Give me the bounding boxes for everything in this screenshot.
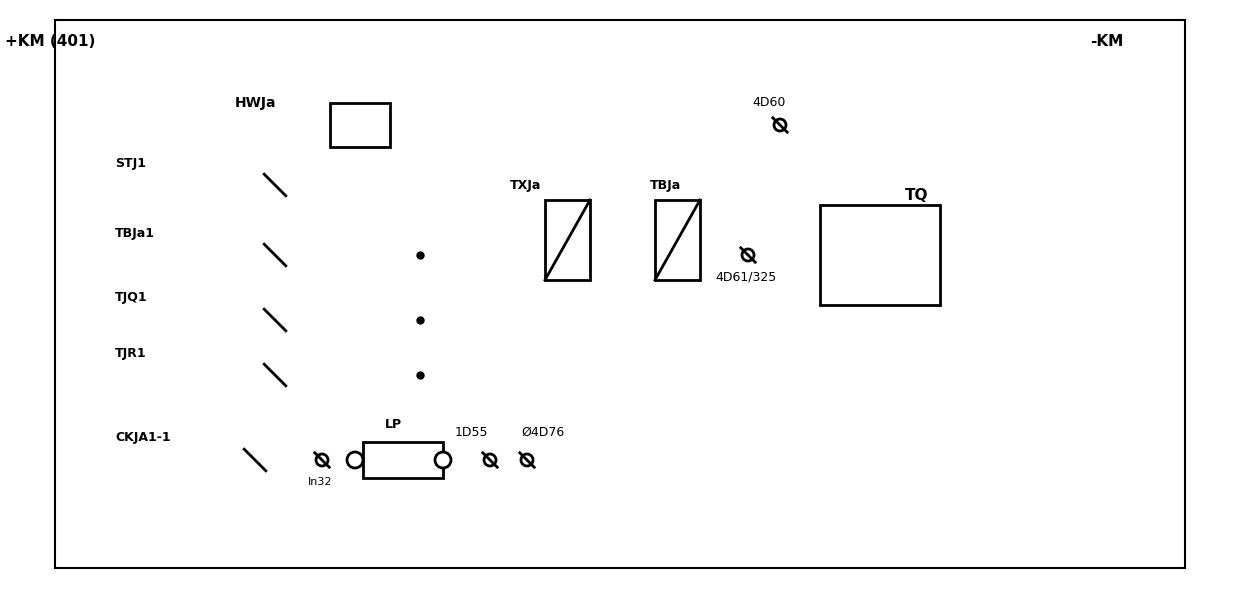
Text: LP: LP bbox=[384, 418, 402, 432]
Bar bbox=[363, 442, 443, 478]
Circle shape bbox=[347, 452, 363, 468]
Text: TBJa: TBJa bbox=[650, 178, 681, 191]
Bar bbox=[820, 205, 940, 305]
Text: TJR1: TJR1 bbox=[115, 346, 146, 359]
Circle shape bbox=[521, 454, 533, 466]
Text: TJQ1: TJQ1 bbox=[115, 291, 148, 305]
Text: TBJa1: TBJa1 bbox=[115, 226, 155, 240]
Text: In32: In32 bbox=[308, 477, 332, 487]
Text: CKJA1-1: CKJA1-1 bbox=[115, 432, 171, 445]
Circle shape bbox=[316, 454, 329, 466]
Text: Ø4D76: Ø4D76 bbox=[521, 426, 564, 439]
Circle shape bbox=[435, 452, 451, 468]
Bar bbox=[546, 200, 590, 280]
Text: +KM (401): +KM (401) bbox=[5, 35, 95, 49]
Text: TQ: TQ bbox=[905, 188, 929, 203]
Text: 1D55: 1D55 bbox=[455, 426, 489, 439]
Text: -KM: -KM bbox=[1090, 35, 1123, 49]
Text: 4D61/325: 4D61/325 bbox=[715, 271, 776, 284]
Circle shape bbox=[484, 454, 496, 466]
Circle shape bbox=[742, 249, 754, 261]
Circle shape bbox=[774, 119, 786, 131]
Text: STJ1: STJ1 bbox=[115, 157, 146, 169]
Text: HWJa: HWJa bbox=[236, 96, 277, 110]
Bar bbox=[330, 103, 391, 147]
Text: 4D60: 4D60 bbox=[751, 97, 785, 110]
Text: TXJa: TXJa bbox=[510, 178, 542, 191]
Bar bbox=[655, 200, 701, 280]
